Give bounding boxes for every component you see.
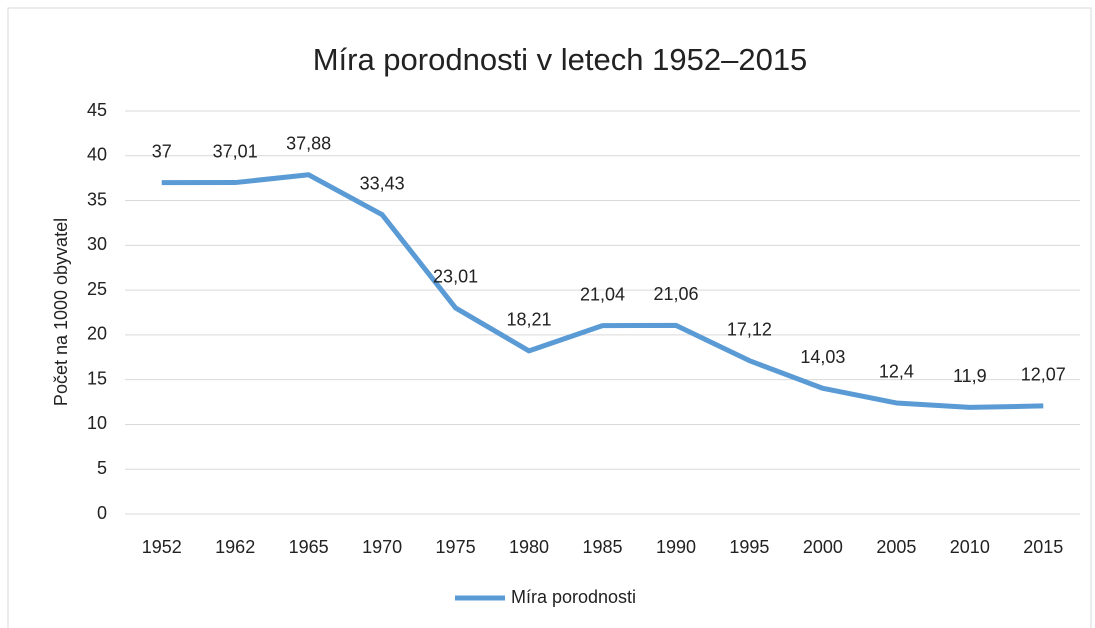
x-tick-label: 1995 (729, 537, 769, 557)
data-label: 23,01 (433, 267, 478, 287)
x-tick-label: 1952 (142, 537, 182, 557)
data-line (161, 172, 1044, 410)
x-tick-label: 2000 (803, 537, 843, 557)
data-label: 21,06 (653, 284, 698, 304)
y-tick-label: 15 (87, 368, 107, 388)
x-tick-label: 1990 (656, 537, 696, 557)
y-tick-label: 25 (87, 279, 107, 299)
x-tick-label: 1970 (362, 537, 402, 557)
data-label: 37,88 (286, 134, 331, 154)
data-label: 14,03 (800, 347, 845, 367)
y-tick-label: 0 (97, 503, 107, 523)
data-label: 12,4 (879, 362, 914, 382)
x-tick-label: 1985 (582, 537, 622, 557)
y-tick-label: 35 (87, 189, 107, 209)
x-tick-label: 1980 (509, 537, 549, 557)
data-label: 37,01 (213, 141, 258, 161)
data-label: 18,21 (507, 310, 552, 330)
y-tick-label: 40 (87, 145, 107, 165)
chart-title: Míra porodnosti v letech 1952–2015 (313, 42, 808, 77)
y-tick-label: 5 (97, 458, 107, 478)
y-tick-label: 30 (87, 234, 107, 254)
data-label: 12,07 (1021, 365, 1066, 385)
legend-label: Míra porodnosti (511, 587, 636, 607)
data-label: 37 (152, 141, 172, 161)
x-tick-label: 2015 (1023, 537, 1063, 557)
data-label: 11,9 (953, 366, 987, 386)
y-tick-label: 20 (87, 324, 107, 344)
data-label: 21,04 (580, 284, 625, 304)
data-label: 33,43 (360, 173, 405, 193)
x-tick-label: 1962 (215, 537, 255, 557)
y-axis-label: Počet na 1000 obyvatel (51, 218, 71, 406)
x-tick-label: 2005 (876, 537, 916, 557)
data-label: 17,12 (727, 319, 772, 339)
y-tick-label: 10 (87, 413, 107, 433)
x-tick-label: 1975 (436, 537, 476, 557)
x-tick-label: 1965 (289, 537, 329, 557)
y-tick-label: 45 (87, 100, 107, 120)
x-tick-label: 2010 (950, 537, 990, 557)
